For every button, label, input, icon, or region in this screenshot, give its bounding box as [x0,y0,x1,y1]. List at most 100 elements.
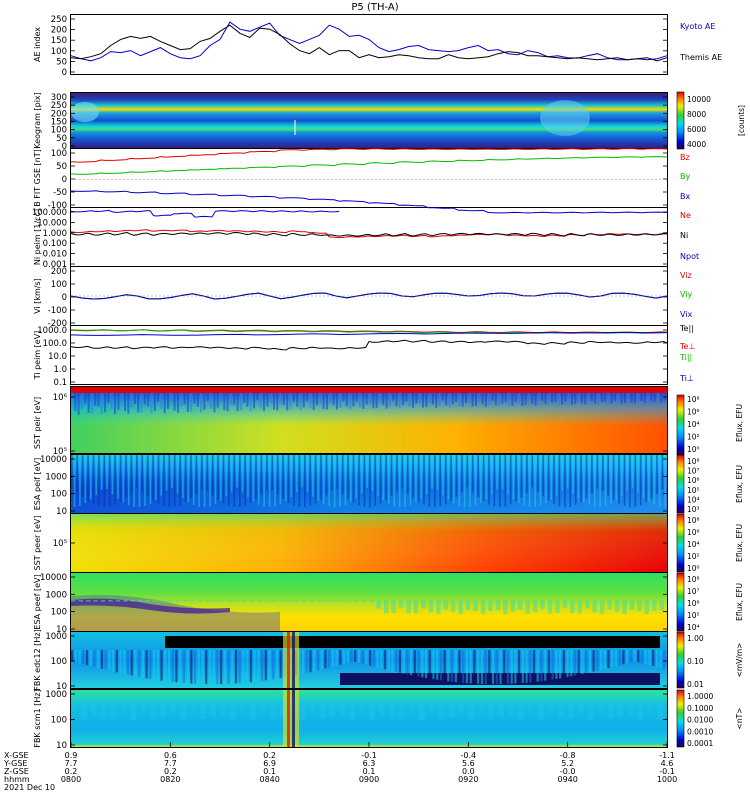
spectrogram-texture [255,455,257,499]
spectrogram-texture [309,393,312,409]
colorbar-tick: 10⁴ [687,420,700,429]
spectrogram-texture [599,650,603,670]
spectrogram-texture [220,700,226,716]
series-temperature-Te|| [70,339,668,351]
spectrogram-texture [90,455,92,500]
spectrogram-texture [294,600,299,602]
series-ae-Kyoto AE [70,21,668,62]
ytick-label: 200 [51,109,67,119]
spectrogram-texture [176,455,179,494]
spectrogram-texture [192,455,195,505]
spectrogram-texture [138,650,141,677]
spectrogram-texture [360,455,363,494]
spectrogram-texture [607,393,610,404]
spectrogram-texture [124,393,126,412]
spectrogram-texture [447,455,450,500]
spectrogram-texture [335,393,338,410]
series-temperature-Ti⊥ [70,331,668,336]
spectrogram-texture [100,600,106,602]
spectrogram-texture [531,455,534,488]
ytick-label: 100 [51,149,67,159]
spectrogram-texture [82,650,85,665]
spectrogram-texture [74,393,77,412]
spectrogram-texture [175,600,180,602]
xtick-label: -0.1 [659,767,675,776]
spectrogram-texture [491,393,494,401]
spectrogram-texture [431,455,433,489]
ytick-label: 100 [51,716,67,726]
spectrogram-texture [597,393,600,405]
colorbar-tick: 0.1000 [687,704,713,713]
spectrogram-texture [557,700,564,718]
ylabel-temperature: Ti peim [eV] [33,331,42,381]
spectrogram-texture [478,700,485,710]
spectrogram-texture [123,600,128,602]
legend-entry: Bz [680,153,690,162]
ytick-label: 0 [62,68,67,78]
spectrogram-texture [547,700,554,713]
spectrogram-texture [220,650,223,685]
spectrogram-texture [450,600,456,612]
spectrogram-texture [133,393,136,404]
ytick-label: -200 [48,319,67,329]
spectrogram-texture [164,650,167,682]
spectrogram-texture [525,600,530,614]
spectrogram-texture [501,393,504,404]
spectrogram-texture [175,650,178,683]
legend-bfield: Bz By Bx [680,153,690,201]
spectrogram-texture [480,650,484,684]
spectrogram-texture [443,600,448,610]
spectrogram-texture [243,393,246,403]
spectrogram-texture [104,650,107,670]
ylabel-ae: AE index [33,27,42,62]
spectrogram-texture [525,650,528,683]
spectrogram-texture [301,455,303,488]
spectrogram-texture [610,455,612,504]
spectrogram-texture [184,455,187,503]
spectrogram-texture [438,700,445,718]
spectrogram-texture [179,455,182,506]
spectrogram-texture [137,393,140,413]
spectrogram-texture [629,455,631,508]
spectrogram-texture [378,393,381,403]
spectrogram-texture [242,600,247,602]
spectrogram-texture [242,650,245,683]
colorbar-tick: 10⁰ [687,564,700,573]
spectrogram-texture [298,455,301,507]
spectrogram-texture [170,393,173,402]
spectrogram-texture [398,393,401,409]
ytick-label: 0.010 [43,250,67,260]
legend-entry: By [680,172,690,181]
spectrogram-texture [398,650,402,673]
spectrogram-texture [458,455,461,506]
spectrogram-texture [627,700,634,715]
spectrogram-texture [540,600,545,609]
spectrogram-texture [190,600,195,602]
spectrogram-texture [390,455,393,496]
ylabel-density: Ni peim [1/cc] [33,209,42,265]
colorbar-unit: Eflux, EFU [735,404,744,442]
spectrogram-texture [115,600,121,602]
spectrogram-texture [458,700,465,714]
spectrogram-texture [383,650,387,670]
colorbar-tick: 6000 [687,125,706,134]
spectrogram-texture [309,600,314,602]
spectrogram-texture [664,455,666,508]
spectrogram-texture [495,600,501,611]
spectrogram-texture [268,650,271,680]
series-density-Npot [70,209,340,218]
spectrogram-texture [498,393,501,407]
spectrogram-texture [469,650,472,684]
spectrogram-texture [405,393,408,402]
spectrogram-texture [143,393,146,405]
wave-burst [287,632,290,688]
spectrogram-texture [477,455,480,498]
spectrogram-texture [228,455,230,506]
legend-entry: Ti|| [679,353,692,362]
spectrogram-texture [71,600,76,602]
spectrogram-texture [510,600,516,612]
spectrogram-texture [618,650,621,666]
spectrogram-texture [385,455,387,501]
spectrogram-texture [450,455,452,501]
spectrogram-texture [537,700,544,720]
